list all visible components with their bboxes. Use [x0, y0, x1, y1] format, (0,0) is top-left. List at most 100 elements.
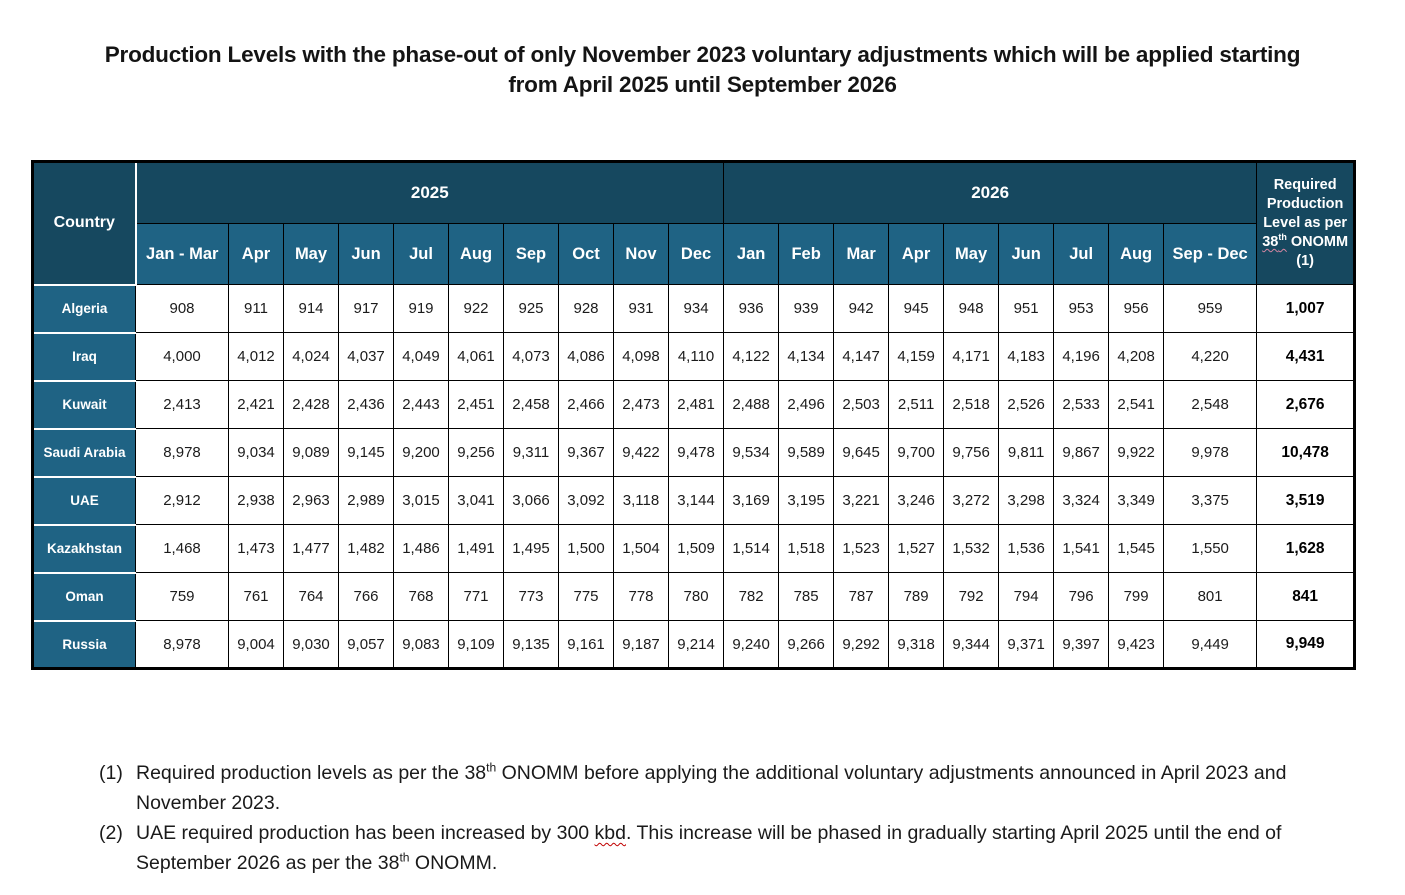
value-cell: 2,511: [888, 380, 945, 429]
value-cell: 787: [833, 572, 890, 621]
required-header-text: Required Production Level as per: [1263, 177, 1348, 231]
month-header-2025-sep: Sep: [503, 223, 559, 285]
value-cell: 2,466: [558, 380, 614, 429]
month-header-2025-apr: Apr: [228, 223, 284, 285]
value-cell: 785: [778, 572, 835, 621]
value-cell: 9,266: [778, 620, 835, 669]
value-cell: 2,503: [833, 380, 890, 429]
table-row-kazakhstan: Kazakhstan 1,468 1,473 1,477 1,482 1,486 1,491…: [32, 523, 1356, 574]
value-cell: 2,526: [998, 380, 1055, 429]
required-production-cell: 9,949: [1256, 620, 1356, 669]
value-cell: 789: [888, 572, 945, 621]
month-header-2026-aug: Aug: [1108, 223, 1165, 285]
value-cell: 3,015: [393, 476, 449, 525]
value-cell: 794: [998, 572, 1055, 621]
value-cell: 917: [338, 284, 394, 333]
value-cell: 3,118: [613, 476, 669, 525]
misspelled-word-kbd: kbd: [594, 822, 626, 844]
value-cell: 1,532: [943, 524, 1000, 573]
value-cell: 1,500: [558, 524, 614, 573]
value-cell: 951: [998, 284, 1055, 333]
footnote-1-marker: (1): [99, 762, 123, 784]
value-cell: 4,183: [998, 332, 1055, 381]
production-table: Country 2025 2026 Required Production Le…: [31, 160, 1357, 670]
value-cell: 4,208: [1108, 332, 1165, 381]
value-cell: 9,534: [723, 428, 780, 477]
header-row-months: Jan - Mar Apr May Jun Jul Aug Sep Oct Nov Dec Jan F…: [33, 223, 1355, 285]
value-cell: 942: [833, 284, 890, 333]
value-cell: 3,272: [943, 476, 1000, 525]
required-production-column-header: Required Production Level as per 38th ON…: [1256, 161, 1356, 285]
value-cell: 936: [723, 284, 780, 333]
value-cell: 2,541: [1108, 380, 1165, 429]
value-cell: 1,491: [448, 524, 504, 573]
value-cell: 4,086: [558, 332, 614, 381]
value-cell: 1,514: [723, 524, 780, 573]
value-cell: 9,589: [778, 428, 835, 477]
month-header-2026-apr: Apr: [888, 223, 945, 285]
value-cell: 9,292: [833, 620, 890, 669]
value-cell: 4,196: [1053, 332, 1110, 381]
year-header-2026: 2026: [723, 161, 1258, 224]
value-cell: 1,482: [338, 524, 394, 573]
required-production-cell: 1,628: [1256, 524, 1356, 573]
table-row-oman: Oman 759 761 764 766 768 771 773 775 778 780 782 785…: [32, 571, 1356, 622]
value-cell: 2,473: [613, 380, 669, 429]
value-cell: 4,147: [833, 332, 890, 381]
value-cell: 4,171: [943, 332, 1000, 381]
table-row-algeria: Algeria 908 911 914 917 919 922 925 928 931 934 936…: [32, 283, 1356, 334]
value-cell: 2,533: [1053, 380, 1110, 429]
value-cell: 948: [943, 284, 1000, 333]
value-cell: 922: [448, 284, 504, 333]
value-cell: 2,436: [338, 380, 394, 429]
value-cell: 782: [723, 572, 780, 621]
year-header-2025: 2025: [134, 161, 725, 224]
month-header-2026-mar: Mar: [833, 223, 890, 285]
value-cell: 1,518: [778, 524, 835, 573]
value-cell: 959: [1163, 284, 1258, 333]
value-cell: 956: [1108, 284, 1165, 333]
month-header-2025-jul: Jul: [393, 223, 449, 285]
required-production-cell: 3,519: [1256, 476, 1356, 525]
value-cell: 945: [888, 284, 945, 333]
value-cell: 4,049: [393, 332, 449, 381]
value-cell: 4,134: [778, 332, 835, 381]
value-cell: 3,375: [1163, 476, 1258, 525]
value-cell: 9,645: [833, 428, 890, 477]
required-production-cell: 4,431: [1256, 332, 1356, 381]
value-cell: 9,756: [943, 428, 1000, 477]
value-cell: 1,468: [135, 524, 229, 573]
footnote-2-marker: (2): [99, 822, 123, 844]
required-header-onomm: ONOMM (1): [1290, 234, 1349, 269]
country-cell: UAE: [32, 475, 136, 526]
required-production-cell: 2,676: [1256, 380, 1356, 429]
value-cell: 9,256: [448, 428, 504, 477]
value-cell: 4,098: [613, 332, 669, 381]
value-cell: 9,109: [448, 620, 504, 669]
value-cell: 2,938: [228, 476, 284, 525]
month-header-2025-may: May: [283, 223, 339, 285]
value-cell: 4,037: [338, 332, 394, 381]
value-cell: 1,545: [1108, 524, 1165, 573]
footnote-1: (1) Required production levels as per th…: [99, 758, 1304, 818]
value-cell: 9,397: [1053, 620, 1110, 669]
value-cell: 2,428: [283, 380, 339, 429]
required-production-cell: 1,007: [1256, 284, 1356, 333]
value-cell: 919: [393, 284, 449, 333]
country-cell: Iraq: [32, 331, 136, 382]
value-cell: 759: [135, 572, 229, 621]
value-cell: 9,318: [888, 620, 945, 669]
value-cell: 8,978: [135, 620, 229, 669]
value-cell: 9,423: [1108, 620, 1165, 669]
value-cell: 3,246: [888, 476, 945, 525]
value-cell: 3,298: [998, 476, 1055, 525]
value-cell: 1,495: [503, 524, 559, 573]
value-cell: 2,443: [393, 380, 449, 429]
value-cell: 908: [135, 284, 229, 333]
value-cell: 9,978: [1163, 428, 1258, 477]
value-cell: 934: [667, 284, 725, 333]
value-cell: 2,481: [667, 380, 725, 429]
value-cell: 4,024: [283, 332, 339, 381]
value-cell: 9,004: [228, 620, 284, 669]
value-cell: 3,041: [448, 476, 504, 525]
